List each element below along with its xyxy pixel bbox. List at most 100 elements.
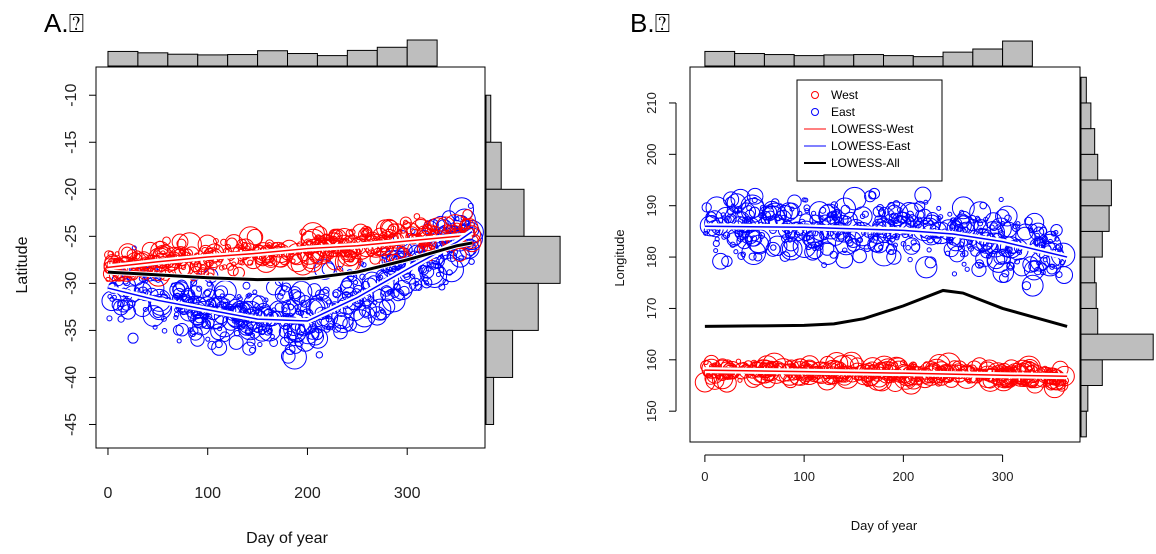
- x-tick-label: 300: [992, 469, 1014, 484]
- west-point: [224, 234, 244, 253]
- west-point: [176, 238, 187, 249]
- east-point: [927, 220, 933, 226]
- east-point: [280, 349, 296, 364]
- west-point: [352, 223, 369, 241]
- east-point: [964, 266, 970, 272]
- right-histogram-bar: [485, 94, 492, 143]
- east-point: [986, 250, 1006, 270]
- y-tick-label: -15: [63, 131, 80, 154]
- west-point: [131, 250, 143, 262]
- east-point: [245, 329, 251, 335]
- top-histogram-bar: [1002, 40, 1033, 67]
- east-point: [804, 208, 810, 214]
- y-tick-label: 190: [644, 195, 659, 217]
- east-point: [1033, 226, 1045, 238]
- east-point: [761, 211, 772, 221]
- top-histogram-bar: [912, 56, 944, 67]
- east-point: [106, 315, 113, 322]
- top-histogram-bar: [137, 52, 169, 67]
- west-point: [421, 223, 434, 236]
- east-point: [172, 324, 184, 336]
- east-point: [721, 234, 727, 240]
- y-tick-label: 170: [644, 298, 659, 320]
- east-point: [986, 248, 1011, 273]
- x-tick-label: 300: [394, 485, 421, 502]
- east-point: [278, 289, 286, 297]
- east-point: [161, 315, 167, 322]
- top-histogram-bar: [197, 54, 229, 67]
- panel-a-x-axis-title: Day of year: [246, 530, 328, 547]
- east-point: [187, 327, 193, 333]
- y-tick-label: 210: [644, 92, 659, 114]
- right-histogram-bar: [1080, 179, 1112, 207]
- x-tick-label: 100: [793, 469, 815, 484]
- east-point: [988, 224, 995, 231]
- east-point: [969, 201, 992, 224]
- east-point: [159, 290, 165, 296]
- east-point: [961, 261, 967, 267]
- east-point: [290, 280, 313, 303]
- east-point: [993, 250, 1008, 265]
- panel-b-points: [694, 186, 1076, 399]
- east-point: [422, 263, 448, 288]
- west-point: [162, 236, 171, 246]
- east-point: [886, 249, 902, 265]
- east-point: [714, 236, 720, 242]
- east-point: [892, 242, 898, 248]
- east-point: [252, 289, 258, 295]
- east-point: [161, 328, 168, 334]
- east-point: [978, 248, 984, 254]
- east-point: [859, 213, 866, 220]
- panel-a-points: [101, 197, 484, 370]
- lowess-all-line: [704, 288, 1068, 328]
- east-point: [714, 229, 721, 236]
- east-point: [315, 351, 324, 359]
- west-point: [239, 244, 245, 251]
- east-point: [998, 196, 1004, 203]
- east-point: [282, 344, 307, 370]
- east-point: [872, 205, 885, 218]
- west-point: [343, 251, 350, 257]
- west-point: [299, 228, 307, 236]
- east-point: [353, 279, 359, 285]
- east-point: [213, 280, 237, 304]
- east-point: [829, 250, 838, 259]
- east-point: [849, 221, 875, 247]
- y-tick-label: -25: [63, 225, 80, 248]
- legend-point-swatch: [811, 91, 819, 99]
- east-point: [204, 289, 212, 297]
- x-tick-label: 0: [701, 469, 708, 484]
- east-point: [977, 220, 984, 227]
- east-point: [787, 237, 793, 243]
- east-point: [740, 251, 746, 258]
- top-histogram-bar: [227, 54, 259, 67]
- legend-entry-label: East: [831, 105, 856, 119]
- east-point: [944, 250, 951, 257]
- x-tick-label: 200: [294, 485, 321, 502]
- east-point: [1053, 229, 1059, 235]
- east-point: [748, 252, 757, 261]
- east-point: [1024, 212, 1045, 233]
- west-point: [444, 229, 450, 235]
- lowess-west-line: [704, 369, 1068, 377]
- east-point: [207, 340, 217, 351]
- east-point: [214, 340, 223, 349]
- y-tick-label: 150: [644, 400, 659, 422]
- east-point: [749, 234, 770, 255]
- right-histogram-bar: [485, 282, 539, 331]
- west-point: [221, 264, 228, 270]
- east-point: [846, 238, 861, 252]
- east-point: [372, 289, 387, 303]
- panel-b-label: B.⍰: [630, 8, 670, 38]
- east-point: [998, 273, 1009, 283]
- west-point: [1043, 371, 1062, 389]
- top-histogram-bar: [257, 50, 289, 67]
- east-point: [989, 222, 999, 232]
- east-point: [298, 295, 312, 308]
- right-histogram-bar: [1080, 102, 1092, 130]
- east-point: [804, 243, 822, 261]
- east-point: [287, 303, 295, 311]
- panel-b-plot-frame: [689, 66, 1081, 443]
- east-point: [399, 285, 410, 297]
